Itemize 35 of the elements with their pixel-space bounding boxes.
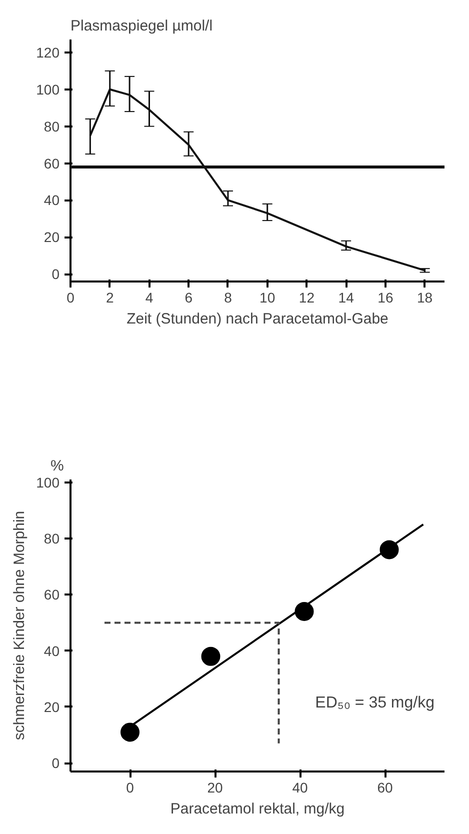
annotation: ED₅₀ = 35 mg/kg [315,694,434,712]
x-tick-label: 10 [260,290,276,306]
y-tick-label: 80 [44,118,60,134]
x-tick-label: 16 [378,290,394,306]
x-tick-label: 6 [184,290,193,306]
y-tick-label: 80 [44,530,60,546]
x-axis-title: Paracetamol rektal, mg/kg [170,800,345,818]
y-tick-label: 60 [44,155,60,172]
y-tick-label: 20 [44,229,60,246]
x-tick-label: 12 [298,290,315,306]
y-tick-label: 60 [44,586,60,603]
x-tick-label: 40 [292,780,308,796]
x-tick-label: 18 [417,290,433,306]
y-tick-label: 120 [36,44,60,60]
y-tick-label: 100 [36,474,60,490]
x-tick-label: 0 [126,780,134,796]
y-tick-label: 40 [44,192,60,208]
x-axis-title: Zeit (Stunden) nach Paracetamol-Gabe [126,310,388,328]
x-tick-label: 4 [145,290,154,306]
x-tick-label: 14 [338,290,354,306]
x-tick-label: 8 [224,290,232,306]
text: % [50,458,64,474]
y-tick-label: 40 [44,642,60,659]
y-tick-label: 20 [44,698,60,715]
y-axis-title: Plasmaspiegel µmol/l [70,18,213,34]
x-tick-label: 20 [207,780,223,796]
point [201,646,220,666]
x-tick-label: 2 [106,290,114,306]
y-tick-label: 0 [52,755,60,772]
x-tick-label: 60 [377,780,393,796]
y-tick-label: 100 [36,81,60,98]
x-tick-label: 0 [66,290,75,306]
y-axis-title: schmerzfreie Kinder ohne Morphin [11,510,28,740]
point [120,722,140,742]
y-tick-label: 0 [52,266,60,282]
